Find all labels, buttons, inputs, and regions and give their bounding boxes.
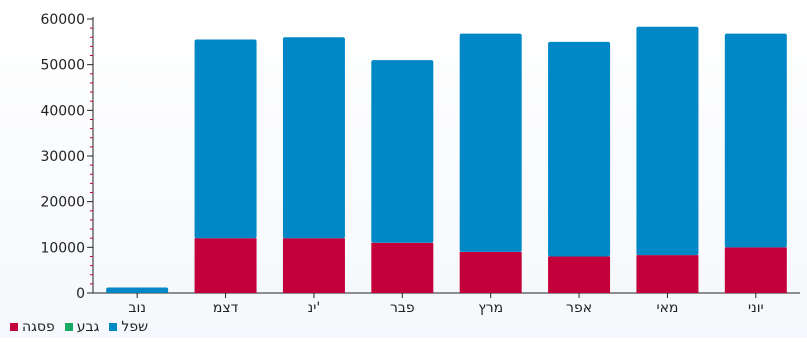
bar-offpeak-3[interactable] <box>371 60 434 243</box>
y-tick-label: 20000 <box>40 195 85 211</box>
y-tick-label: 10000 <box>40 240 85 256</box>
legend: פסגה גבע שפל <box>10 318 148 336</box>
x-tick-label: מרץ <box>478 300 503 316</box>
legend-label-shoulder: גבע <box>76 319 100 335</box>
legend-label-peak: פסגה <box>22 319 55 335</box>
legend-swatch-shoulder <box>64 323 73 331</box>
y-tick-label: 50000 <box>40 58 85 74</box>
bar-peak-1[interactable] <box>194 238 257 293</box>
x-tick-label: מאי <box>656 300 678 316</box>
x-tick-label: דצמ <box>213 300 239 316</box>
bar-offpeak-0[interactable] <box>106 287 169 293</box>
bar-offpeak-2[interactable] <box>282 37 345 239</box>
bar-peak-5[interactable] <box>548 256 611 293</box>
legend-swatch-offpeak <box>109 323 118 331</box>
x-tick-label: פבר <box>390 300 415 316</box>
y-tick-label: 30000 <box>40 149 85 165</box>
bar-peak-2[interactable] <box>282 238 345 293</box>
x-tick-label: נוב <box>128 300 146 316</box>
bar-offpeak-6[interactable] <box>636 26 699 256</box>
x-tick-label: אפר <box>566 300 592 316</box>
legend-swatch-peak <box>10 323 18 331</box>
y-tick-label: 0 <box>76 286 85 302</box>
bar-offpeak-4[interactable] <box>459 33 522 252</box>
bar-peak-3[interactable] <box>371 242 434 293</box>
bars <box>106 26 787 293</box>
labels: נוב דצמ ינ' פבר מרץ אפר מאי יוני <box>128 300 763 316</box>
x-tick-label: יוני <box>748 300 764 316</box>
bar-offpeak-5[interactable] <box>548 41 611 257</box>
bar-peak-6[interactable] <box>636 255 699 293</box>
legend-item-shoulder[interactable]: גבע <box>64 319 100 335</box>
bar-offpeak-1[interactable] <box>194 39 257 239</box>
bar-peak-7[interactable] <box>724 247 787 293</box>
bar-offpeak-7[interactable] <box>724 33 787 248</box>
y-tick-label: 60000 <box>40 12 85 28</box>
bar-peak-4[interactable] <box>459 251 522 293</box>
legend-item-peak[interactable]: פסגה <box>10 319 55 335</box>
legend-label-offpeak: שפל <box>121 319 149 335</box>
x-tick-label: ינ' <box>308 300 321 316</box>
legend-item-offpeak[interactable]: שפל <box>109 319 148 335</box>
y-tick-label: 40000 <box>40 103 85 119</box>
